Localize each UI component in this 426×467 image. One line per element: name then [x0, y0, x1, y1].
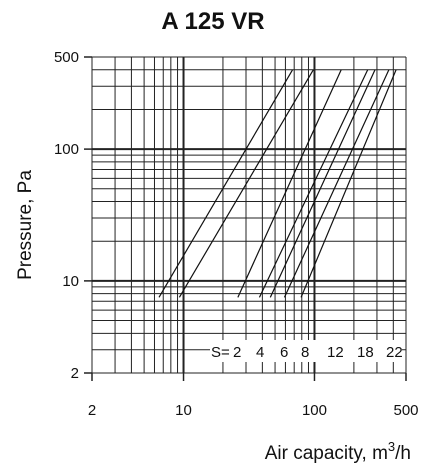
- series-label-band: [210, 340, 402, 362]
- series-label-22: 22: [386, 344, 403, 361]
- series-line-12: [269, 69, 376, 298]
- tick-labels: 2 10 100 500 2 10 100 500: [54, 49, 419, 419]
- series-line-18: [283, 69, 390, 298]
- series-label-8: 8: [301, 344, 309, 361]
- y-tick-label: 2: [71, 365, 79, 382]
- y-axis-label: Pressure, Pa: [15, 170, 36, 280]
- series-label-prefix: S=: [211, 344, 230, 361]
- series-label-6: 6: [280, 344, 288, 361]
- grid: [84, 56, 407, 381]
- series-line-8: [258, 69, 369, 298]
- y-tick-label: 100: [54, 141, 79, 158]
- series-line-6: [237, 69, 342, 298]
- x-tick-label: 100: [302, 402, 327, 419]
- series-label-4: 4: [256, 344, 264, 361]
- x-tick-label: 2: [88, 402, 96, 419]
- series-line-22: [300, 69, 397, 298]
- series-lines: [158, 69, 397, 298]
- series-label-12: 12: [327, 344, 344, 361]
- x-axis-label: Air capacity, m3/h: [265, 439, 411, 464]
- y-tick-label: 10: [62, 273, 79, 290]
- series-labels: S= 2 4 6 8 12 18 22: [210, 340, 403, 362]
- x-tick-label: 10: [175, 402, 192, 419]
- chart-title: A 125 VR: [161, 8, 265, 35]
- series-line-2: [158, 69, 294, 298]
- x-tick-label: 500: [393, 402, 418, 419]
- y-tick-label: 500: [54, 49, 79, 66]
- series-line-4: [178, 69, 314, 298]
- series-label-2: 2: [233, 344, 241, 361]
- series-label-18: 18: [357, 344, 374, 361]
